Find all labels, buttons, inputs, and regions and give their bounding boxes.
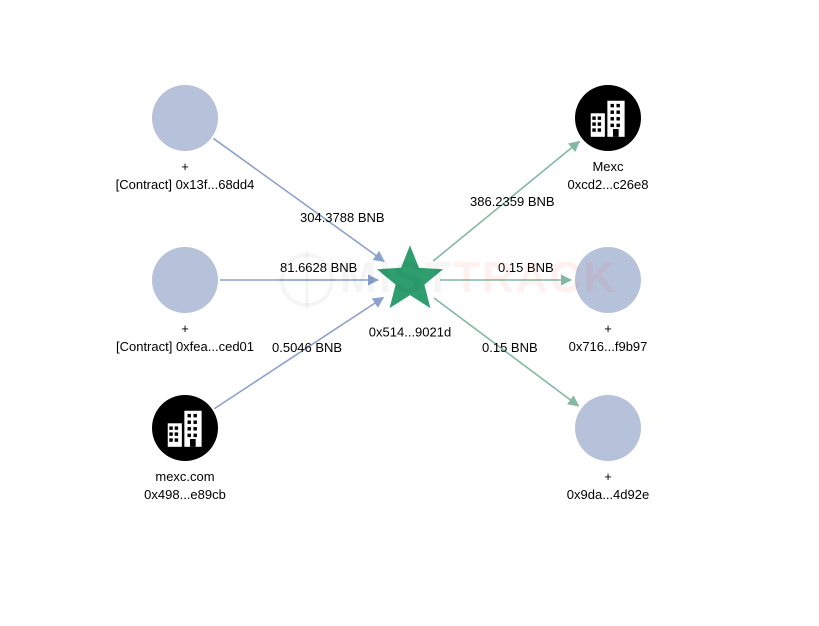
node-label-bottom: [Contract] 0x13f...68dd4 [116, 177, 255, 192]
node-n3[interactable] [152, 395, 218, 461]
node-label-bottom: 0x716...f9b97 [569, 339, 648, 354]
node-label-bottom: 0xcd2...c26e8 [568, 177, 649, 192]
node-label-bottom: 0x9da...4d92e [567, 487, 649, 502]
node-n2[interactable] [152, 247, 218, 313]
edge-label: 0.15 BNB [498, 260, 554, 275]
node-label-top: Mexc [592, 159, 624, 174]
center-address: 0x514...9021d [369, 325, 451, 340]
node-n1[interactable] [152, 85, 218, 151]
node-label-top: + [181, 159, 189, 174]
node-n5[interactable] [575, 247, 641, 313]
node-n4[interactable] [575, 85, 641, 151]
graph-canvas: 304.3788 BNB 81.6628 BNB 0.5046 BNB 386.235… [0, 0, 819, 626]
node-label-bottom: [Contract] 0xfea...ced01 [116, 339, 254, 354]
edge-label: 81.6628 BNB [280, 260, 357, 275]
edge-label: 0.5046 BNB [272, 340, 342, 355]
node-n6[interactable] [575, 395, 641, 461]
node-label-top: + [181, 321, 189, 336]
edge-label: 0.15 BNB [482, 340, 538, 355]
center-node[interactable] [377, 245, 443, 308]
node-label-top: + [604, 321, 612, 336]
edge-label: 304.3788 BNB [300, 210, 385, 225]
node-label-bottom: 0x498...e89cb [144, 487, 226, 502]
edge [213, 138, 384, 261]
node-label-top: + [604, 469, 612, 484]
edge-label: 386.2359 BNB [470, 194, 555, 209]
node-label-top: mexc.com [155, 469, 214, 484]
